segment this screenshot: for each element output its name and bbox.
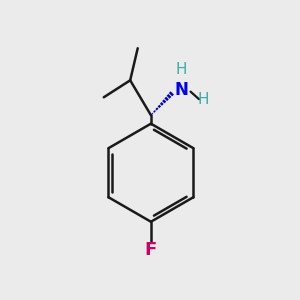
Text: F: F xyxy=(145,241,157,259)
Text: H: H xyxy=(198,92,209,107)
Text: H: H xyxy=(175,61,187,76)
Text: N: N xyxy=(174,81,188,99)
